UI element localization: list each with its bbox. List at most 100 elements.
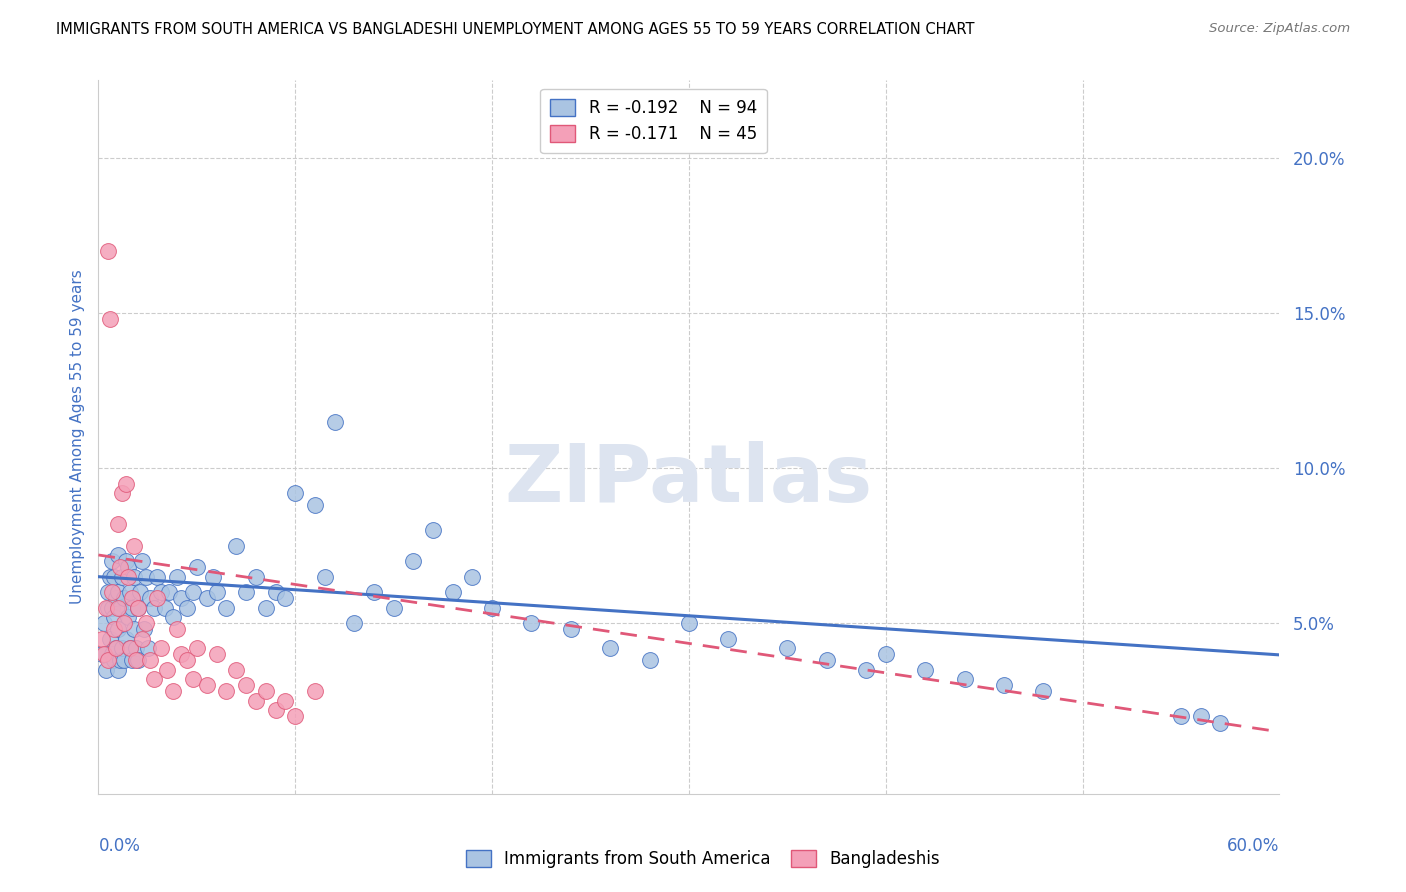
Point <box>815 653 838 667</box>
Point <box>135 616 157 631</box>
Point <box>127 600 149 615</box>
Point <box>97 244 120 258</box>
Point <box>101 585 124 599</box>
Point <box>103 623 125 637</box>
Point <box>103 570 125 584</box>
Point <box>170 647 193 661</box>
Point <box>101 600 124 615</box>
Point <box>314 570 336 584</box>
Point <box>264 585 287 599</box>
Point <box>111 570 134 584</box>
Point <box>122 570 145 584</box>
Point <box>225 539 247 553</box>
Point <box>111 641 134 656</box>
Point <box>638 653 661 667</box>
Point <box>103 610 125 624</box>
Point <box>108 600 131 615</box>
Point <box>93 616 115 631</box>
Point <box>166 570 188 584</box>
Point <box>115 632 138 646</box>
Point <box>156 663 179 677</box>
Point <box>117 610 139 624</box>
Point <box>115 554 138 568</box>
Point <box>96 600 118 615</box>
Legend: Immigrants from South America, Bangladeshis: Immigrants from South America, Banglades… <box>460 843 946 875</box>
Text: IMMIGRANTS FROM SOUTH AMERICA VS BANGLADESHI UNEMPLOYMENT AMONG AGES 55 TO 59 YE: IMMIGRANTS FROM SOUTH AMERICA VS BANGLAD… <box>56 22 974 37</box>
Point <box>215 600 238 615</box>
Point <box>717 632 740 646</box>
Point <box>162 684 184 698</box>
Point <box>107 585 129 599</box>
Point <box>170 591 193 606</box>
Point <box>138 653 160 667</box>
Point <box>195 591 218 606</box>
Point <box>91 647 114 661</box>
Point <box>97 600 120 615</box>
Point <box>121 600 143 615</box>
Text: 0.0%: 0.0% <box>98 837 141 855</box>
Point <box>304 684 326 698</box>
Point <box>108 653 131 667</box>
Point <box>176 600 198 615</box>
Point <box>107 663 129 677</box>
Point <box>105 641 128 656</box>
Point <box>855 663 877 677</box>
Point <box>162 610 184 624</box>
Point <box>103 653 125 667</box>
Point <box>481 600 503 615</box>
Point <box>441 585 464 599</box>
Point <box>97 653 120 667</box>
Point <box>125 641 148 656</box>
Point <box>146 591 169 606</box>
Point <box>181 672 204 686</box>
Y-axis label: Unemployment Among Ages 55 to 59 years: Unemployment Among Ages 55 to 59 years <box>69 269 84 605</box>
Point <box>155 600 177 615</box>
Point <box>131 554 153 568</box>
Point <box>111 486 134 500</box>
Point <box>117 560 139 574</box>
Point <box>125 653 148 667</box>
Point <box>91 632 114 646</box>
Point <box>118 641 141 656</box>
Point <box>101 554 124 568</box>
Point <box>105 641 128 656</box>
Point <box>264 703 287 717</box>
Point <box>422 523 444 537</box>
Point <box>678 616 700 631</box>
Point <box>132 623 155 637</box>
Point <box>225 663 247 677</box>
Point <box>142 600 165 615</box>
Point <box>115 476 138 491</box>
Point <box>122 623 145 637</box>
Point <box>304 499 326 513</box>
Point <box>323 415 346 429</box>
Point <box>245 570 267 584</box>
Point <box>93 647 115 661</box>
Point <box>245 694 267 708</box>
Point <box>166 623 188 637</box>
Text: Source: ZipAtlas.com: Source: ZipAtlas.com <box>1209 22 1350 36</box>
Point <box>98 312 121 326</box>
Point <box>1170 709 1192 723</box>
Point <box>128 585 150 599</box>
Point <box>560 623 582 637</box>
Point <box>914 663 936 677</box>
Point <box>96 663 118 677</box>
Point <box>205 647 228 661</box>
Point <box>343 616 366 631</box>
Point <box>121 591 143 606</box>
Point <box>122 539 145 553</box>
Point <box>363 585 385 599</box>
Point <box>121 653 143 667</box>
Point <box>117 570 139 584</box>
Point <box>875 647 897 661</box>
Point <box>461 570 484 584</box>
Point <box>382 600 405 615</box>
Point <box>108 560 131 574</box>
Point <box>105 591 128 606</box>
Point <box>112 616 135 631</box>
Point <box>97 585 120 599</box>
Point <box>176 653 198 667</box>
Point <box>1189 709 1212 723</box>
Point <box>520 616 543 631</box>
